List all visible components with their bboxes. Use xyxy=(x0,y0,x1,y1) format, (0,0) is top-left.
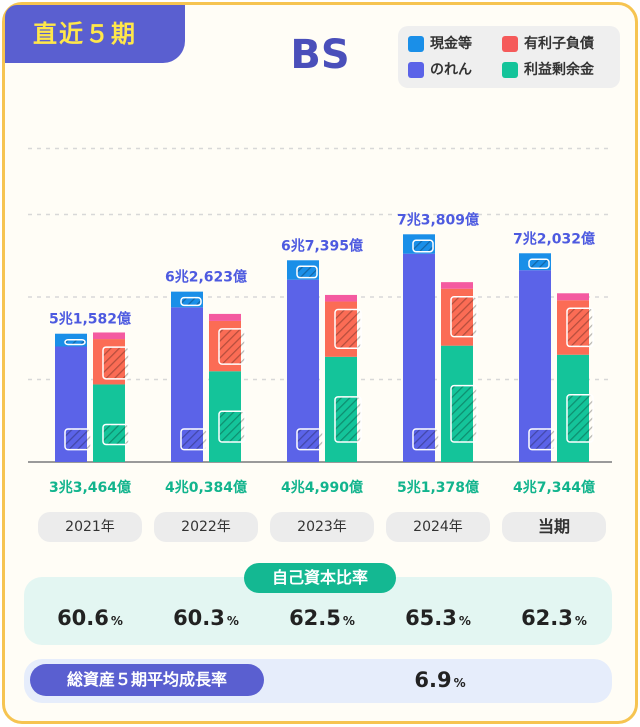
bar-2021年-liab-seg0 xyxy=(93,384,125,462)
bar-2024年-liab-seg2 xyxy=(441,282,473,289)
chart-title: BS xyxy=(290,32,350,78)
grid-lines xyxy=(28,147,612,463)
bar-2024年-cash-hatch xyxy=(412,239,434,253)
bottom-label-2021年: 3兆3,464億 xyxy=(49,479,131,496)
legend: 現金等 有利子負債 のれん 利益剰余金 xyxy=(398,26,620,88)
legend-label-debt: 有利子負債 xyxy=(524,36,594,52)
period-badge: 直近５期 xyxy=(5,5,185,63)
bar-2022年-debt-hatch xyxy=(218,328,246,365)
bottom-label-2023年: 4兆4,990億 xyxy=(281,479,363,496)
equity-ratio-number: 60.6 xyxy=(57,606,109,630)
bar-2024年-assets-seg0 xyxy=(403,253,435,462)
bars xyxy=(55,234,594,462)
equity-ratio-value-0: 60.6% xyxy=(32,606,148,630)
year-pill-4: 当期 xyxy=(502,512,606,542)
top-label-2024年: 7兆3,809億 xyxy=(397,211,479,228)
legend-label-goodwill: のれん xyxy=(430,62,472,78)
equity-ratio-unit: % xyxy=(458,614,471,628)
growth-unit: % xyxy=(453,676,466,690)
growth-title: 総資産５期平均成長率 xyxy=(30,664,264,696)
equity-ratio-unit: % xyxy=(574,614,587,628)
equity-ratio-number: 62.3 xyxy=(521,606,573,630)
bar-2023年-debt-hatch xyxy=(334,308,362,349)
equity-ratio-unit: % xyxy=(342,614,355,628)
equity-ratio-value-3: 65.3% xyxy=(380,606,496,630)
growth-number: 6.9 xyxy=(414,668,452,692)
bar-当期-cash-hatch xyxy=(528,258,550,269)
year-pill-0: 2021年 xyxy=(38,512,142,542)
equity-ratio-value-4: 62.3% xyxy=(496,606,612,630)
legend-swatch-retained xyxy=(502,62,518,78)
year-pill-3: 2024年 xyxy=(386,512,490,542)
bar-当期-liab-seg2 xyxy=(557,293,589,301)
bar-2022年-retained-hatch xyxy=(218,410,246,443)
equity-ratio-value-1: 60.3% xyxy=(148,606,264,630)
top-label-2021年: 5兆1,582億 xyxy=(49,311,131,328)
bar-2023年-cash-hatch xyxy=(296,265,318,279)
bar-2024年-goodwill-hatch xyxy=(412,428,440,451)
bar-当期-retained-hatch xyxy=(566,394,594,443)
bs-chart: 5兆1,582億 3兆3,464億 6兆2,623億 4兆0,384億 6兆7,395億… xyxy=(28,147,612,496)
bar-2021年-retained-hatch xyxy=(102,423,130,446)
period-badge-label: 直近５期 xyxy=(33,20,137,48)
bar-2021年-liab-seg2 xyxy=(93,332,125,340)
bottom-label-当期: 4兆7,344億 xyxy=(513,479,595,496)
top-label-当期: 7兆2,032億 xyxy=(513,230,595,247)
bar-2022年-cash-hatch xyxy=(180,296,202,307)
year-pill-2: 2023年 xyxy=(270,512,374,542)
bar-2023年-goodwill-hatch xyxy=(296,428,324,451)
year-pill-1: 2022年 xyxy=(154,512,258,542)
bar-2022年-goodwill-hatch xyxy=(180,428,208,451)
bar-2022年-liab-seg2 xyxy=(209,313,241,321)
legend-label-cash: 現金等 xyxy=(430,36,472,52)
legend-swatch-goodwill xyxy=(408,62,424,78)
legend-swatch-debt xyxy=(502,36,518,52)
equity-ratio-unit: % xyxy=(110,614,123,628)
bar-当期-goodwill-hatch xyxy=(528,428,556,451)
bar-当期-debt-hatch xyxy=(566,307,594,348)
equity-ratio-number: 60.3 xyxy=(173,606,225,630)
equity-ratio-title: 自己資本比率 xyxy=(244,563,396,593)
bar-2021年-debt-hatch xyxy=(102,346,130,380)
bar-2024年-debt-hatch xyxy=(450,296,478,338)
equity-ratio-value-2: 62.5% xyxy=(264,606,380,630)
bar-2023年-retained-hatch xyxy=(334,396,362,443)
bar-2021年-cash-hatch xyxy=(64,338,86,346)
bar-2023年-liab-seg2 xyxy=(325,294,357,302)
top-label-2023年: 6兆7,395億 xyxy=(281,237,363,254)
equity-ratio-number: 65.3 xyxy=(405,606,457,630)
bottom-label-2024年: 5兆1,378億 xyxy=(397,479,479,496)
bar-2024年-retained-hatch xyxy=(450,384,478,443)
legend-swatch-cash xyxy=(408,36,424,52)
top-label-2022年: 6兆2,623億 xyxy=(165,269,247,286)
bottom-label-2022年: 4兆0,384億 xyxy=(165,479,247,496)
bar-2021年-goodwill-hatch xyxy=(64,428,92,451)
legend-label-retained: 利益剰余金 xyxy=(524,62,594,78)
equity-ratio-unit: % xyxy=(226,614,239,628)
growth-value: 6.9% xyxy=(380,668,500,692)
equity-ratio-number: 62.5 xyxy=(289,606,341,630)
bar-labels: 5兆1,582億 3兆3,464億 6兆2,623億 4兆0,384億 6兆7,395億… xyxy=(49,211,595,496)
